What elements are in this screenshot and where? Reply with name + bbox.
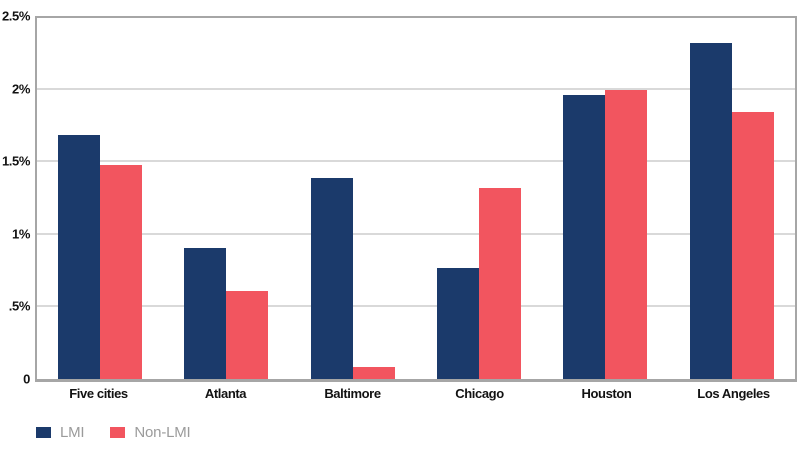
gridline-1.5	[37, 160, 795, 163]
x-axis-category-labels: Five cities Atlanta Baltimore Chicago Housto…	[35, 386, 797, 401]
bar-lmi-atlanta	[184, 247, 227, 379]
bar-non-lmi-chicago	[479, 188, 522, 379]
y-tick-label-2-5: 2.5%	[1, 8, 30, 24]
bar-non-lmi-los-angeles	[731, 111, 774, 379]
y-tick-label-5: .5%	[8, 298, 31, 314]
bar-lmi-chicago	[437, 267, 480, 379]
gridline-2	[37, 88, 795, 91]
legend-item-lmi: LMI	[36, 424, 85, 441]
bar-group-baltimore	[290, 18, 416, 379]
bar-lmi-baltimore	[310, 178, 353, 379]
x-axis-label-chicago: Chicago	[455, 386, 504, 401]
bar-non-lmi-atlanta	[226, 290, 269, 379]
bar-group-houston	[542, 18, 668, 379]
y-axis-tick-labels: 0 .5% 1% 1.5% 2% 2.5%	[0, 9, 31, 387]
y-tick-label-1: 1%	[12, 226, 30, 242]
gridline-0.5	[37, 304, 795, 307]
x-axis-label-five-cities: Five cities	[69, 386, 128, 401]
legend: LMI Non-LMI	[36, 424, 191, 441]
bar-group-los-angeles	[669, 18, 795, 379]
legend-label-non-lmi: Non-LMI	[134, 424, 191, 441]
bar-group-chicago	[416, 18, 542, 379]
x-axis-label-houston: Houston	[581, 386, 632, 401]
legend-label-lmi: LMI	[60, 424, 85, 441]
legend-swatch-non-lmi	[110, 427, 126, 438]
bar-non-lmi-five-cities	[100, 165, 143, 379]
bar-non-lmi-houston	[605, 90, 648, 379]
bar-non-lmi-baltimore	[352, 367, 395, 379]
legend-item-non-lmi: Non-LMI	[110, 424, 191, 441]
bar-lmi-five-cities	[58, 134, 101, 379]
x-axis-label-atlanta: Atlanta	[204, 386, 247, 401]
y-tick-label-1-5: 1.5%	[1, 153, 30, 169]
bar-lmi-los-angeles	[689, 42, 732, 379]
x-axis-label-baltimore: Baltimore	[324, 386, 381, 401]
legend-swatch-lmi	[36, 427, 51, 438]
bar-group-five-cities	[37, 18, 163, 379]
y-tick-label-0: 0	[23, 371, 30, 387]
y-tick-label-2: 2%	[12, 81, 30, 97]
gridline-1	[37, 232, 795, 235]
x-axis-label-los-angeles: Los Angeles	[697, 386, 770, 401]
bar-group-atlanta	[163, 18, 289, 379]
plot-area	[35, 16, 797, 382]
bar-lmi-houston	[563, 94, 606, 379]
